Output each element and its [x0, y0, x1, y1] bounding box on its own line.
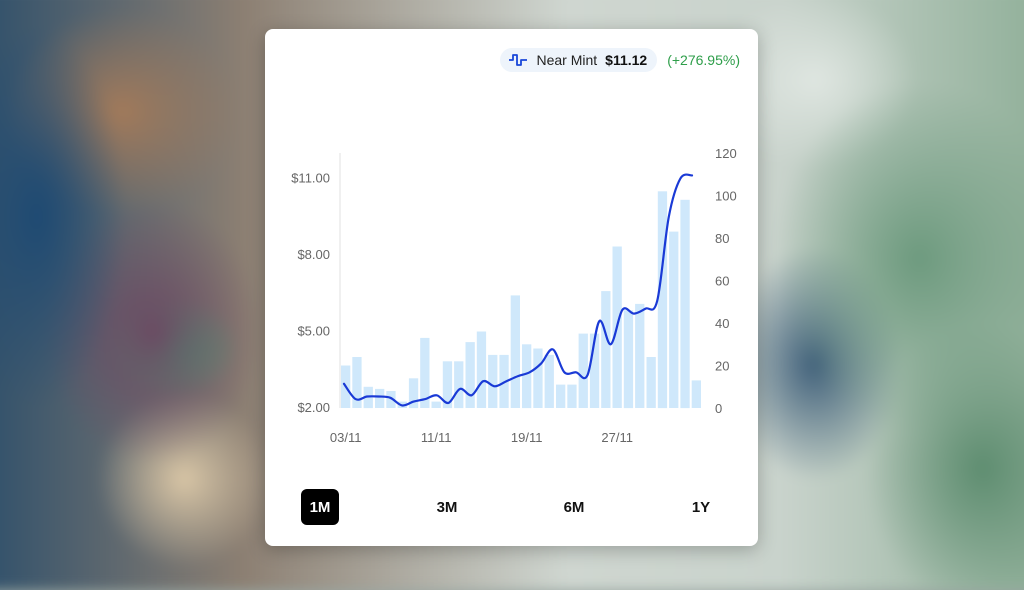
- volume-bar: [533, 348, 543, 408]
- price-volume-chart: $11.00 $8.00 $5.00 $2.00 120 100 80 60 40 20 0 03/1…: [291, 146, 737, 445]
- y-left-tick-label: $11.00: [291, 171, 330, 186]
- volume-bar: [386, 391, 396, 408]
- volume-bar: [522, 344, 532, 409]
- volume-bar: [510, 295, 520, 408]
- y-right-tick-label: 100: [715, 189, 737, 204]
- volume-bar: [544, 354, 554, 408]
- volume-bar: [623, 310, 634, 409]
- y-right-tick-label: 60: [715, 274, 729, 289]
- volume-bar: [680, 199, 690, 409]
- volume-bar: [408, 378, 419, 409]
- range-6m-button[interactable]: 6M: [555, 489, 593, 525]
- y-left-tick-label: $2.00: [297, 400, 330, 415]
- range-3m-button[interactable]: 3M: [428, 489, 466, 525]
- y-left-tick-label: $8.00: [297, 247, 330, 262]
- x-tick-label: 27/11: [601, 430, 633, 445]
- y-right-tick-label: 20: [715, 359, 729, 374]
- volume-bar: [669, 231, 679, 408]
- range-1y-button[interactable]: 1Y: [682, 489, 720, 525]
- y-right-tick-label: 80: [715, 231, 729, 246]
- volume-bar: [657, 191, 668, 409]
- range-selector: 1M 3M 6M 1Y: [301, 489, 720, 525]
- x-tick-label: 11/11: [421, 430, 452, 445]
- volume-bar: [375, 388, 385, 408]
- price-header: Near Mint $11.12 (+276.95%): [500, 48, 740, 72]
- price-line-icon: [509, 54, 528, 66]
- volume-bar: [488, 354, 498, 408]
- y-right-tick-label: 40: [715, 316, 729, 331]
- volume-bar: [465, 342, 475, 408]
- volume-bar: [589, 333, 600, 408]
- volume-bar: [635, 303, 645, 408]
- volume-bar: [556, 384, 566, 408]
- volume-bar: [454, 361, 464, 409]
- volume-bar: [431, 401, 441, 408]
- x-tick-label: 19/11: [511, 430, 543, 445]
- volume-bar: [442, 361, 453, 409]
- x-tick-label: 03/11: [330, 430, 362, 445]
- price-line: [342, 173, 694, 407]
- volume-bar: [420, 337, 430, 408]
- condition-label: Near Mint: [536, 52, 598, 68]
- price-change: (+276.95%): [667, 52, 740, 68]
- volume-bar: [601, 291, 611, 408]
- condition-pill[interactable]: Near Mint $11.12: [500, 48, 658, 72]
- volume-bar: [476, 331, 487, 408]
- y-left-tick-label: $5.00: [297, 324, 330, 339]
- volume-bar: [567, 384, 577, 408]
- volume-bar: [646, 357, 656, 408]
- range-1m-button[interactable]: 1M: [301, 489, 339, 525]
- current-price: $11.12: [605, 52, 648, 68]
- y-right-tick-label: 0: [715, 401, 722, 416]
- volume-bar: [578, 333, 588, 408]
- y-right-tick-label: 120: [715, 146, 737, 161]
- volume-bar: [352, 357, 362, 408]
- volume-bar: [691, 380, 701, 408]
- price-history-card: Near Mint $11.12 (+276.95%) $11.00 $8.00 $…: [265, 29, 758, 546]
